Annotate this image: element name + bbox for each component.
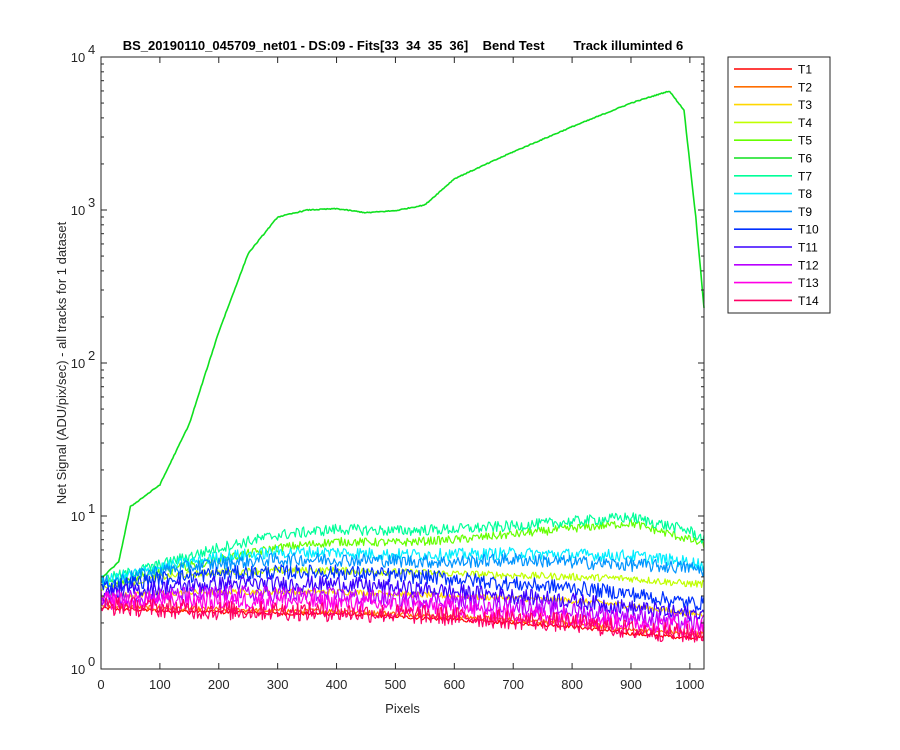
- y-tick-label: 10: [71, 203, 85, 218]
- x-axis-label: Pixels: [385, 701, 420, 716]
- y-tick-exponent: 2: [88, 348, 95, 363]
- x-tick-label: 0: [97, 677, 104, 692]
- chart-title: BS_20190110_045709_net01 - DS:09 - Fits[…: [123, 38, 683, 53]
- plot-area: [101, 57, 704, 669]
- y-axis-label: Net Signal (ADU/pix/sec) - all tracks fo…: [54, 221, 69, 504]
- series-layer: [100, 90, 705, 643]
- legend-label-t4: T4: [798, 116, 812, 130]
- legend: T1 T2 T3 T4 T5 T6 T7 T8 T9 T10 T11 T12 T13 T14: [727, 56, 831, 314]
- legend-label-t12: T12: [798, 258, 819, 272]
- legend-label-t5: T5: [798, 134, 812, 148]
- series-line-t9: [100, 552, 705, 589]
- x-tick-label: 200: [208, 677, 230, 692]
- series-line-t4: [100, 566, 705, 592]
- legend-label-t13: T13: [798, 276, 819, 290]
- series-line-t7: [100, 512, 705, 584]
- legend-label-t14: T14: [798, 294, 819, 308]
- legend-label-t7: T7: [798, 169, 812, 183]
- series-line-t11: [100, 575, 705, 623]
- legend-label-t9: T9: [798, 205, 812, 219]
- legend-label-t3: T3: [798, 98, 812, 112]
- x-tick-label: 600: [443, 677, 465, 692]
- y-tick-label: 10: [71, 50, 85, 65]
- x-tick-label: 300: [267, 677, 289, 692]
- series-line-t6: [100, 90, 705, 579]
- legend-label-t8: T8: [798, 187, 812, 201]
- x-tick-label: 800: [561, 677, 583, 692]
- series-line-t10: [100, 564, 705, 611]
- legend-box: [727, 56, 831, 314]
- y-tick-label: 10: [71, 662, 85, 677]
- x-tick-label: 700: [502, 677, 524, 692]
- legend-label-t6: T6: [798, 152, 812, 166]
- legend-label-t2: T2: [798, 80, 812, 94]
- y-tick-exponent: 3: [88, 195, 95, 210]
- x-tick-label: 900: [620, 677, 642, 692]
- x-tick-label: 1000: [675, 677, 704, 692]
- legend-label-t1: T1: [798, 63, 812, 77]
- legend-label-t10: T10: [798, 223, 819, 237]
- y-tick-exponent: 1: [88, 501, 95, 516]
- y-tick-exponent: 0: [88, 654, 95, 669]
- series-line-t14: [100, 597, 705, 643]
- y-tick-exponent: 4: [88, 42, 95, 57]
- y-tick-label: 10: [71, 509, 85, 524]
- x-tick-label: 400: [326, 677, 348, 692]
- x-axis: 0 100 200 300 400 500 600 700 800 900 1000: [97, 57, 704, 692]
- x-tick-label: 100: [149, 677, 171, 692]
- legend-label-t11: T11: [798, 241, 818, 255]
- series-line-t12: [100, 584, 705, 632]
- y-tick-label: 10: [71, 356, 85, 371]
- x-tick-label: 500: [385, 677, 407, 692]
